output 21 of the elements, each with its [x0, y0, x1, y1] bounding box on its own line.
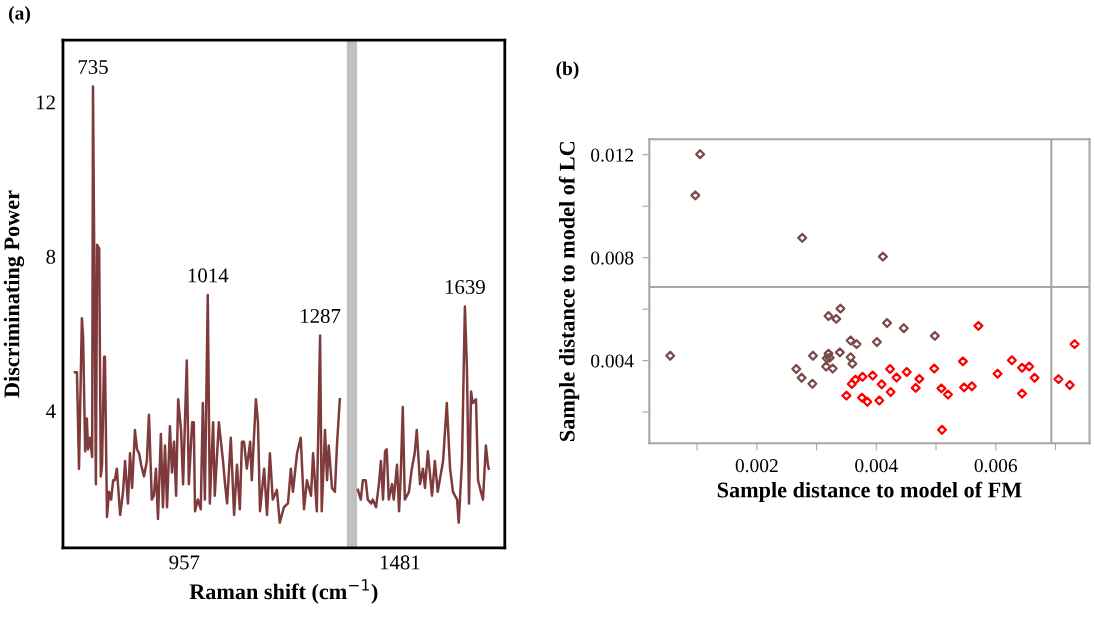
x-tick-label: 0.006	[974, 459, 1018, 473]
x-tick-label: 1481	[380, 555, 420, 570]
x-tick-label: 0.002	[735, 459, 778, 473]
y-tick-label: 8	[46, 249, 56, 264]
y-tick-label: 12	[37, 95, 55, 110]
y-tick-label: 0.008	[591, 251, 634, 265]
x-tick-label: 957	[169, 555, 200, 570]
chart-title: (b)	[556, 61, 579, 80]
y-axis-title: Sample distance to model of LC	[558, 142, 580, 441]
chart-title: (a)	[9, 6, 30, 24]
annotation: 1287	[301, 308, 341, 323]
x-axis-title: Sample distance to model of FM	[717, 481, 1022, 503]
annotation: 735	[78, 59, 108, 74]
y-tick-label: 4	[46, 404, 56, 419]
annotation: 1014	[188, 268, 229, 283]
y-tick-label: 0.012	[591, 148, 633, 162]
y-axis-title: Discriminating Power	[3, 190, 25, 398]
y-tick-label: 0.004	[591, 354, 634, 368]
x-tick-label: 0.004	[855, 459, 898, 473]
annotation: 1639	[445, 280, 485, 294]
x-axis-title: Raman shift (cm$^{−1}$)	[189, 579, 378, 604]
